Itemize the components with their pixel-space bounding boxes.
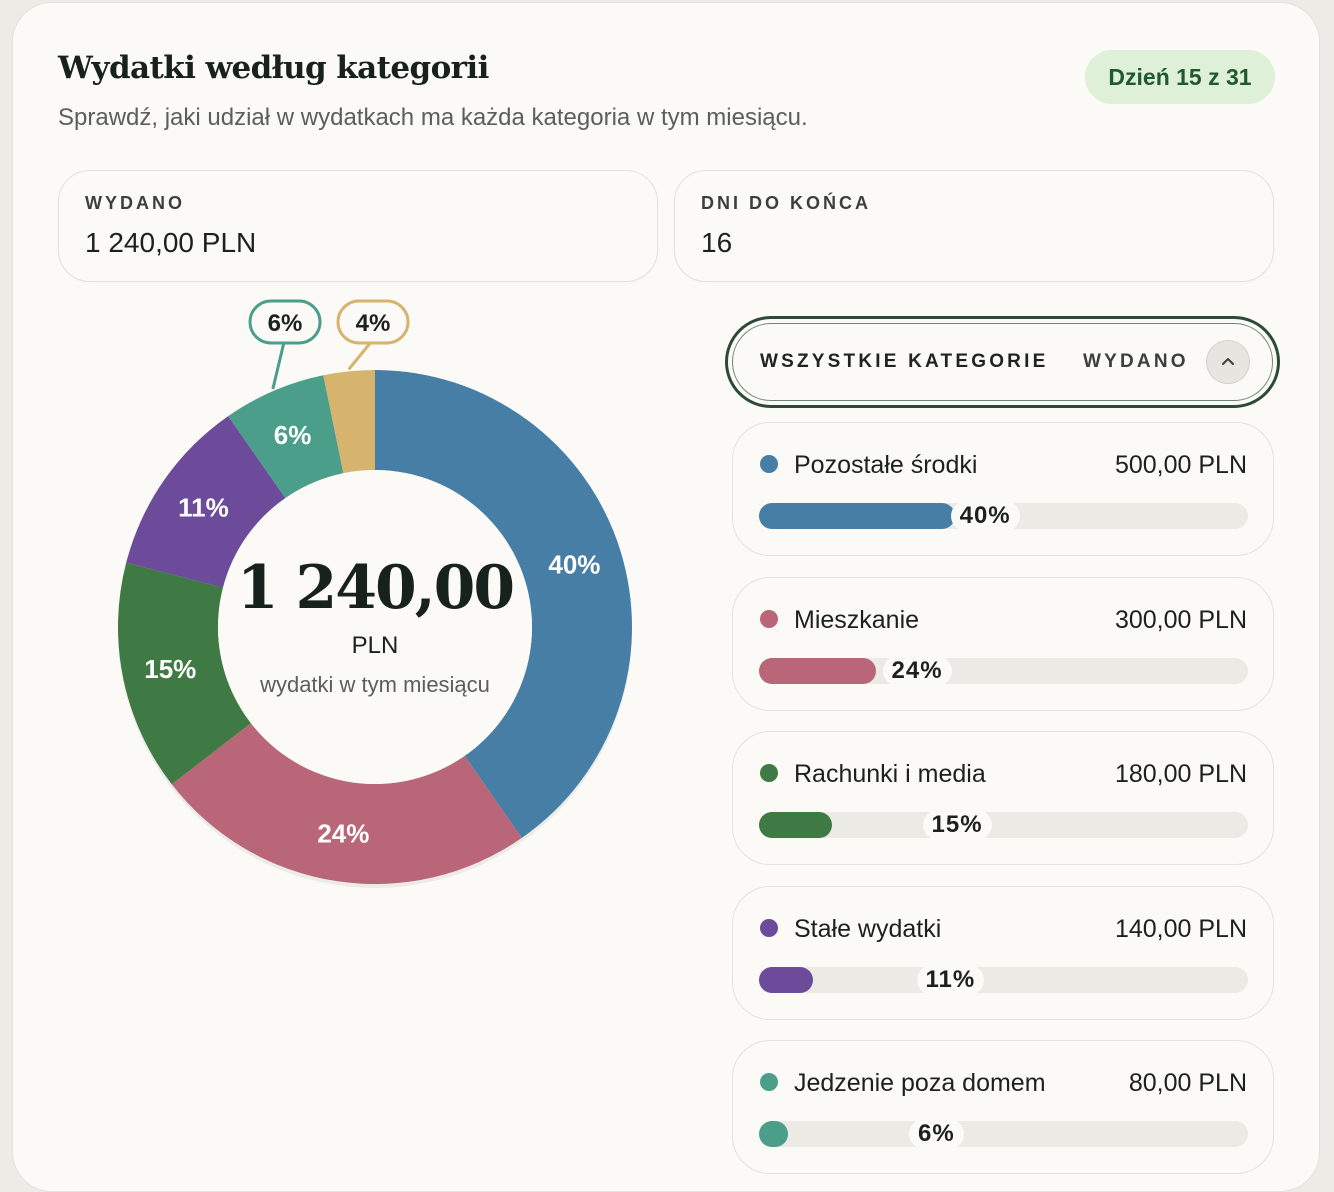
callout-label-segment-5: 4% — [356, 310, 391, 337]
category-card-stale-wydatki[interactable]: Stałe wydatki 140,00 PLN 11% — [732, 885, 1274, 1020]
category-amount: 300,00 PLN — [1114, 605, 1247, 634]
callout-line-segment-5 — [347, 341, 373, 371]
category-color-dot — [760, 609, 778, 628]
category-name: Pozostałe środki — [794, 451, 978, 479]
callout-line-jedzenie-poza-domem — [271, 341, 286, 390]
donut-slice-jedzenie-poza-domem[interactable] — [228, 375, 344, 499]
chevron-up-icon[interactable] — [1206, 340, 1250, 384]
category-progress-fill — [759, 503, 955, 529]
category-card-jedzenie-poza-domem[interactable]: Jedzenie poza domem 80,00 PLN 6% — [732, 1040, 1274, 1174]
category-progress-track: 40% — [759, 501, 1248, 531]
card-subtitle: Sprawdź, jaki udział w wydatkach ma każd… — [58, 104, 808, 131]
spent-stat-value: 1 240,00 PLN — [85, 227, 257, 258]
days-left-stat-card: DNI DO KOŃCA 16 — [674, 170, 1274, 282]
callout-label-jedzenie-poza-domem: 6% — [268, 310, 303, 337]
category-color-dot — [760, 918, 778, 937]
donut-slice-segment-5[interactable] — [323, 370, 375, 474]
spent-stat-label: WYDANO — [85, 193, 185, 213]
category-amount: 140,00 PLN — [1114, 914, 1247, 943]
category-percent: 11% — [916, 964, 985, 995]
category-progress-fill — [759, 966, 813, 993]
card-title: Wydatki według kategorii — [58, 50, 489, 86]
category-progress-fill — [759, 812, 833, 838]
category-percent: 6% — [909, 1119, 964, 1149]
category-percent: 15% — [922, 810, 992, 840]
category-name: Stałe wydatki — [794, 914, 942, 943]
donut-center-amount: 1 240,00 — [236, 553, 515, 623]
category-color-dot — [760, 764, 778, 782]
donut-chart: 40% 24% 15% 11% 6% 6% 4% — [118, 299, 633, 888]
donut-slice-pozostale-srodki[interactable] — [375, 370, 633, 838]
category-progress-track: 6% — [759, 1119, 1248, 1149]
category-amount: 500,00 PLN — [1114, 451, 1247, 479]
spent-column-label[interactable]: WYDANO — [1083, 351, 1189, 372]
donut-slice-rachunki-i-media[interactable] — [118, 562, 251, 785]
category-name: Mieszkanie — [794, 605, 920, 634]
slice-label-pozostale-srodki: 40% — [548, 549, 600, 579]
category-name: Rachunki i media — [794, 760, 986, 788]
category-percent: 40% — [950, 501, 1020, 531]
category-color-dot — [760, 1073, 778, 1091]
category-progress-track: 15% — [759, 810, 1248, 840]
callout-badge-jedzenie-poza-domem — [248, 299, 322, 345]
donut-center — [218, 470, 532, 784]
category-filter-header[interactable]: WSZYSTKIE KATEGORIE WYDANO — [725, 316, 1280, 408]
category-progress-track: 24% — [759, 655, 1248, 686]
category-name: Jedzenie poza domem — [794, 1069, 1046, 1097]
callout-badge-segment-5 — [336, 299, 410, 345]
spent-stat-card: WYDANO 1 240,00 PLN — [58, 170, 658, 282]
slice-label-stale-wydatki: 11% — [178, 493, 229, 523]
slice-label-jedzenie-poza-domem: 6% — [274, 420, 312, 450]
donut-center-unit: PLN — [351, 632, 399, 659]
category-amount: 180,00 PLN — [1114, 760, 1247, 788]
category-progress-track: 11% — [759, 964, 1248, 995]
category-card-pozostale-srodki[interactable]: Pozostałe środki 500,00 PLN 40% — [732, 422, 1274, 556]
all-categories-label[interactable]: WSZYSTKIE KATEGORIE — [760, 351, 1049, 372]
category-card-rachunki-i-media[interactable]: Rachunki i media 180,00 PLN 15% — [732, 731, 1274, 865]
category-progress-fill — [759, 1121, 789, 1147]
slice-label-rachunki-i-media: 15% — [144, 654, 196, 684]
category-percent: 24% — [882, 655, 952, 686]
donut-center-caption: wydatki w tym miesiącu — [260, 672, 490, 697]
category-color-dot — [760, 455, 778, 473]
donut-slice-mieszkanie[interactable] — [171, 723, 522, 884]
donut-slice-stale-wydatki[interactable] — [126, 416, 286, 588]
category-progress-fill — [759, 657, 877, 684]
category-amount: 80,00 PLN — [1128, 1069, 1247, 1097]
days-left-stat-value: 16 — [701, 227, 733, 258]
days-left-stat-label: DNI DO KOŃCA — [701, 193, 871, 213]
slice-label-mieszkanie: 24% — [317, 819, 369, 849]
day-badge: Dzień 15 z 31 — [1085, 50, 1275, 104]
category-card-mieszkanie[interactable]: Mieszkanie 300,00 PLN 24% — [732, 576, 1274, 711]
